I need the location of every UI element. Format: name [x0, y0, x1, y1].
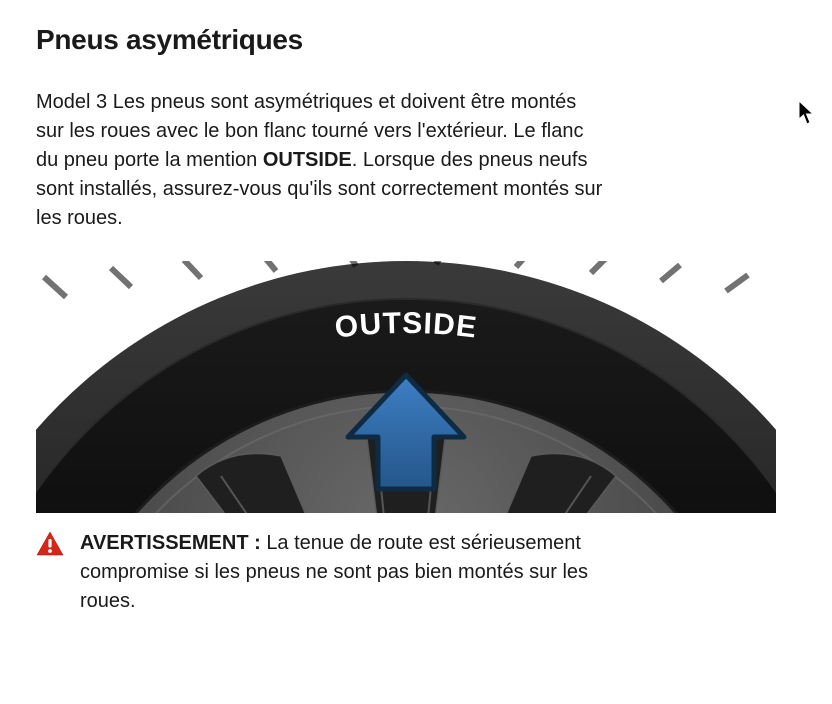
mouse-cursor-icon	[798, 100, 816, 126]
warning-triangle-icon	[36, 531, 64, 557]
warning-label: AVERTISSEMENT :	[80, 532, 266, 554]
body-paragraph: Model 3 Les pneus sont asymétriques et d…	[36, 88, 606, 233]
section-heading: Pneus asymétriques	[36, 24, 796, 56]
outside-keyword: OUTSIDE	[263, 149, 352, 171]
warning-callout: AVERTISSEMENT : La tenue de route est sé…	[36, 525, 796, 616]
warning-text: AVERTISSEMENT : La tenue de route est sé…	[80, 529, 600, 616]
tire-illustration: OUTSIDE	[36, 261, 776, 513]
